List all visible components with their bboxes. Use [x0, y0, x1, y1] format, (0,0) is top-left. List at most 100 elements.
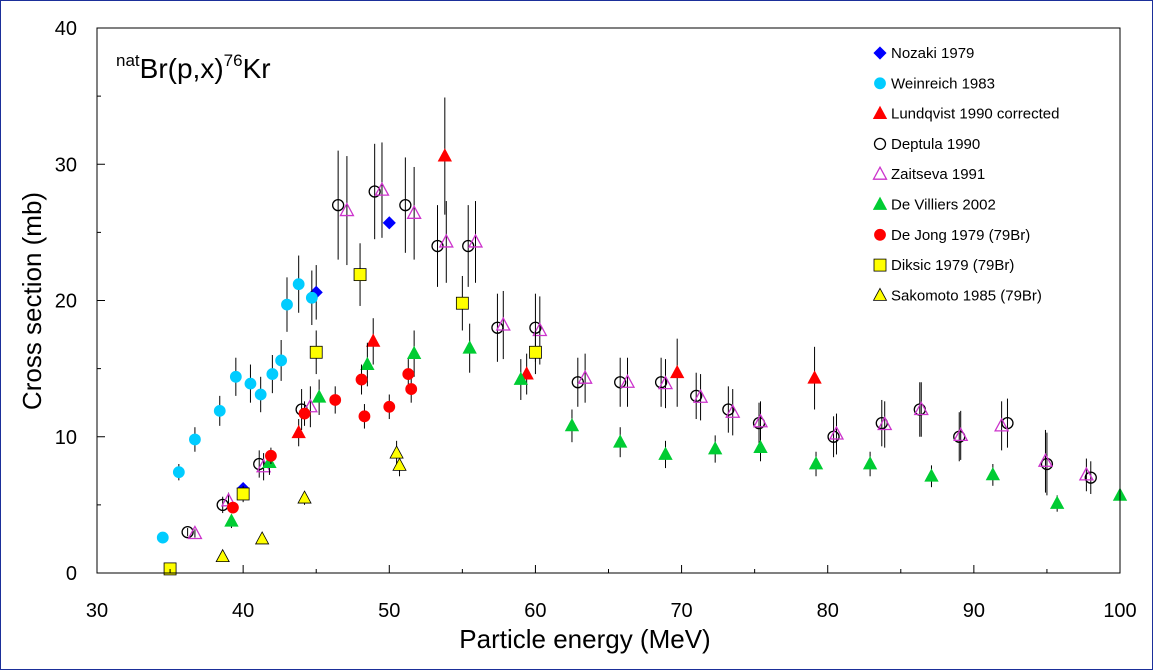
data-point — [382, 216, 396, 230]
data-point — [437, 148, 452, 162]
legend-label: Sakomoto 1985 (79Br) — [891, 287, 1042, 304]
x-tick-label: 60 — [524, 600, 546, 622]
legend-item: Deptula 1990 — [873, 136, 980, 153]
data-point — [1078, 466, 1094, 481]
data-point — [229, 370, 242, 383]
y-tick-label: 20 — [55, 291, 77, 313]
data-point — [368, 185, 381, 198]
data-point — [619, 373, 636, 388]
data-point — [213, 404, 226, 417]
title-tail: Kr — [243, 53, 271, 84]
legend-label: Weinreich 1983 — [891, 75, 995, 92]
data-point — [227, 501, 239, 514]
data-point — [156, 531, 169, 544]
data-point — [670, 364, 685, 379]
legend-item: Zaitseva 1991 — [872, 165, 985, 183]
series-weinreich-1983 — [156, 255, 318, 544]
series-deptula-1990 — [181, 143, 1097, 539]
data-point — [1084, 471, 1097, 484]
data-point — [577, 369, 593, 384]
legend-marker — [872, 196, 888, 210]
data-point — [262, 454, 277, 469]
x-tick-label: 50 — [378, 600, 400, 622]
series-sakomoto-1985-79br — [215, 440, 407, 563]
legend-marker — [874, 228, 886, 241]
legend-marker — [872, 165, 888, 180]
data-point — [862, 456, 878, 470]
legend-item: De Jong 1979 (79Br) — [874, 227, 1030, 244]
data-point — [690, 389, 703, 403]
data-point — [807, 370, 822, 384]
legend-label: Zaitseva 1991 — [891, 166, 985, 183]
series-de-villiers-2002 — [224, 323, 1128, 529]
data-point — [431, 239, 444, 253]
data-point — [994, 417, 1010, 432]
x-tick-label: 90 — [963, 600, 985, 622]
x-tick-label: 80 — [817, 600, 839, 622]
legend-label: Nozaki 1979 — [891, 45, 974, 62]
data-point — [305, 291, 318, 304]
data-point — [297, 490, 312, 504]
x-tick-label: 100 — [1103, 600, 1136, 622]
data-point — [399, 198, 412, 212]
data-point — [366, 333, 381, 347]
data-point — [722, 403, 735, 416]
plot-layer — [156, 97, 1128, 576]
y-tick-label: 10 — [55, 427, 77, 449]
data-point — [355, 373, 368, 386]
legend-label: Deptula 1990 — [891, 136, 980, 153]
legend-item: Diksic 1979 (79Br) — [873, 257, 1014, 274]
data-point — [298, 407, 311, 420]
data-point — [405, 383, 418, 395]
x-tick-label: 40 — [232, 600, 254, 622]
data-point — [292, 278, 305, 291]
data-point — [224, 513, 239, 527]
title-main: Br(p,x) — [140, 53, 224, 84]
data-point — [265, 449, 277, 462]
legend-label: De Jong 1979 (79Br) — [891, 227, 1030, 244]
legend-label: De Villiers 2002 — [891, 197, 996, 214]
data-point — [406, 345, 422, 360]
data-point — [654, 376, 668, 389]
data-point — [725, 403, 741, 418]
title-pre-superscript: nat — [116, 51, 140, 70]
data-point — [455, 296, 469, 310]
data-point — [236, 487, 250, 501]
data-point — [753, 439, 768, 454]
data-point — [402, 368, 415, 380]
data-point — [495, 316, 511, 331]
data-point — [1040, 457, 1054, 471]
data-point — [215, 548, 230, 563]
data-point — [529, 345, 542, 359]
y-tick-label: 30 — [55, 154, 77, 176]
data-point — [564, 418, 580, 432]
y-axis-title: Cross section (mb) — [17, 192, 47, 410]
legend-marker — [873, 46, 887, 60]
data-point — [331, 198, 345, 212]
data-point — [266, 368, 279, 380]
legend-item: Weinreich 1983 — [874, 75, 995, 92]
legend-label: Diksic 1979 (79Br) — [891, 257, 1014, 274]
data-point — [374, 181, 390, 196]
title-post-superscript: 76 — [224, 51, 243, 70]
data-point — [254, 531, 270, 545]
legend-marker — [873, 258, 887, 272]
data-point — [329, 394, 342, 406]
data-point — [532, 322, 548, 337]
data-point — [985, 467, 1001, 481]
legend-label: Lundqvist 1990 corrected — [891, 106, 1059, 123]
data-point — [571, 376, 584, 389]
data-point — [309, 345, 323, 359]
data-point — [406, 204, 422, 219]
legend-item: Sakomoto 1985 (79Br) — [872, 287, 1042, 304]
data-point — [467, 233, 484, 248]
data-point — [692, 388, 709, 403]
data-point — [302, 398, 318, 413]
data-point — [658, 446, 673, 460]
y-tick-label: 0 — [66, 563, 77, 585]
data-point — [392, 457, 407, 471]
data-point — [913, 401, 929, 416]
data-point — [254, 388, 267, 401]
data-point — [339, 202, 355, 217]
